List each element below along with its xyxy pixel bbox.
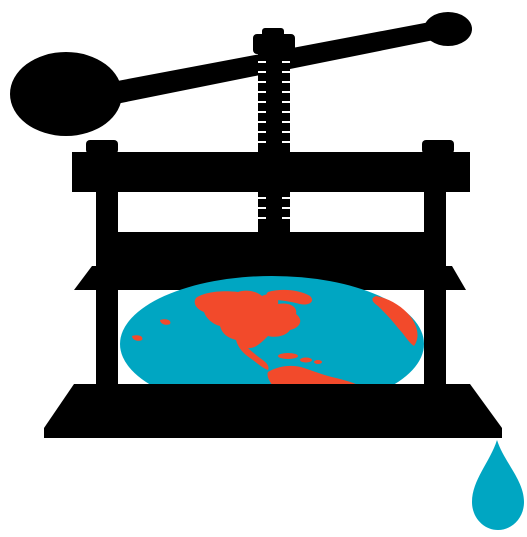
base-plate bbox=[44, 384, 502, 428]
press-frame-top bbox=[72, 140, 470, 192]
globe-ocean bbox=[120, 276, 424, 412]
screw-threads bbox=[258, 61, 290, 219]
handle-right-knob bbox=[424, 12, 472, 46]
base-foot bbox=[44, 428, 502, 438]
press-screw bbox=[258, 50, 290, 234]
water-drop-icon bbox=[472, 440, 524, 530]
press-handle bbox=[10, 12, 472, 136]
crossbeam bbox=[72, 152, 470, 192]
handle-left-knob bbox=[10, 52, 122, 136]
press-base bbox=[44, 384, 502, 438]
handle-hub bbox=[253, 34, 295, 54]
press-platen bbox=[74, 232, 466, 290]
